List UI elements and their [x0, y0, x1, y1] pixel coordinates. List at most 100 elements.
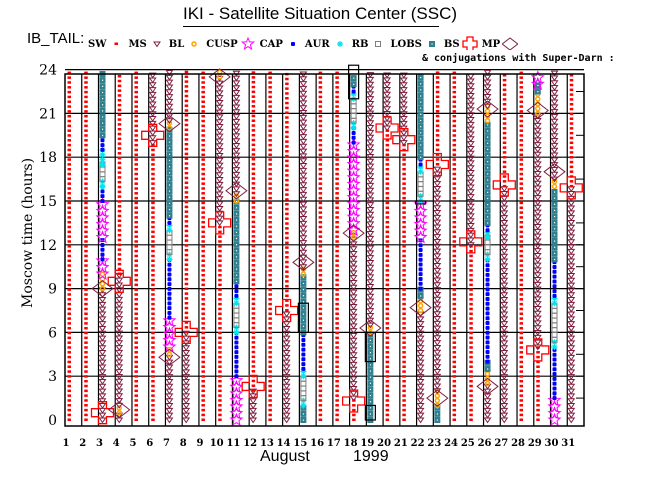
ms-marker: [299, 259, 308, 266]
lobs-marker: [417, 123, 424, 130]
sw-marker: [67, 394, 71, 397]
ms-marker: [416, 335, 425, 342]
cap-marker: [552, 352, 557, 357]
x-tick-label: 30: [545, 438, 559, 449]
sw-marker: [335, 143, 339, 147]
ms-marker: [500, 412, 509, 419]
cap-marker: [301, 362, 306, 367]
lobs-marker: [99, 89, 106, 96]
sw-marker: [134, 240, 138, 243]
bl-marker: [350, 234, 357, 241]
sw-marker: [335, 158, 339, 161]
sw-marker: [318, 172, 323, 176]
sw-marker: [268, 225, 272, 229]
sw-marker: [251, 191, 256, 195]
lobs-marker: [233, 247, 240, 254]
sw-marker: [84, 312, 88, 316]
sw-marker: [151, 404, 155, 407]
ms-marker: [366, 173, 375, 180]
ms-marker: [232, 138, 241, 145]
sw-marker: [452, 90, 457, 94]
ms-marker: [399, 135, 408, 142]
sw-marker: [452, 71, 457, 75]
ms-marker: [182, 374, 191, 381]
sw-marker: [134, 273, 138, 277]
lobs-marker: [417, 74, 424, 81]
ms-marker: [466, 73, 475, 80]
sw-marker: [469, 254, 473, 258]
sw-marker: [402, 240, 406, 243]
ms-marker: [466, 136, 475, 143]
ms-marker: [466, 97, 475, 104]
cap-marker: [552, 264, 557, 269]
day-column-24: [452, 71, 457, 421]
sw-marker: [67, 110, 71, 113]
ms-marker: [433, 296, 442, 303]
lobs-marker: [166, 139, 173, 146]
sw-marker: [435, 163, 440, 166]
sw-marker: [151, 192, 155, 195]
y-tick-label: 6: [48, 325, 57, 341]
sw-marker: [519, 167, 524, 171]
ms-marker: [433, 311, 442, 318]
sw-marker: [201, 298, 205, 301]
sw-marker: [318, 326, 323, 330]
cap-marker: [234, 345, 239, 350]
sw-marker: [151, 399, 155, 402]
ms-marker: [165, 98, 174, 105]
sw-marker: [519, 95, 524, 99]
sw-marker: [519, 129, 524, 132]
ms-marker: [282, 325, 291, 332]
cap-marker: [100, 242, 105, 247]
sw-marker: [84, 269, 88, 272]
sw-marker: [452, 110, 457, 113]
sw-marker: [335, 389, 339, 393]
sw-marker: [268, 71, 272, 75]
cap-marker: [485, 330, 490, 335]
ms-marker: [115, 306, 124, 313]
cap-marker: [234, 354, 239, 359]
sw-marker: [335, 177, 339, 181]
sw-marker: [268, 413, 272, 417]
ms-marker: [148, 125, 157, 132]
lobs-marker: [367, 386, 374, 393]
ms-marker: [366, 279, 375, 286]
lobs-marker: [534, 88, 541, 95]
ms-marker: [349, 352, 358, 359]
sw-marker: [117, 166, 122, 170]
sw-marker: [151, 201, 155, 205]
bl-marker: [434, 393, 441, 399]
sw-marker: [402, 375, 406, 378]
sw-marker: [502, 83, 507, 87]
sw-marker: [117, 99, 122, 102]
ms-marker: [232, 80, 241, 87]
sw-marker: [201, 413, 205, 417]
sw-marker: [268, 307, 272, 311]
sw-marker: [469, 278, 473, 282]
sw-marker: [67, 187, 71, 190]
sw-marker: [285, 246, 289, 249]
sw-marker: [117, 200, 122, 203]
mp-marker: [409, 298, 432, 317]
sw-marker: [251, 201, 256, 204]
ms-marker: [567, 321, 576, 328]
sw-marker: [285, 231, 289, 235]
sw-marker: [435, 148, 440, 152]
ms-marker: [349, 265, 358, 272]
sw-marker: [536, 413, 540, 417]
ms-marker: [533, 190, 542, 197]
ms-marker: [567, 316, 576, 323]
ms-marker: [500, 340, 509, 347]
aur-marker: [166, 256, 173, 263]
ms-marker: [115, 383, 124, 390]
day-column-25: [459, 73, 483, 421]
sw-marker: [519, 139, 524, 142]
sw-marker: [318, 351, 323, 354]
sw-marker: [67, 124, 71, 128]
sw-marker: [117, 74, 122, 78]
lobs-marker: [99, 107, 106, 114]
cap-marker: [552, 367, 557, 372]
sw-marker: [268, 139, 272, 142]
sw-marker: [268, 240, 272, 243]
ms-marker: [567, 215, 576, 222]
